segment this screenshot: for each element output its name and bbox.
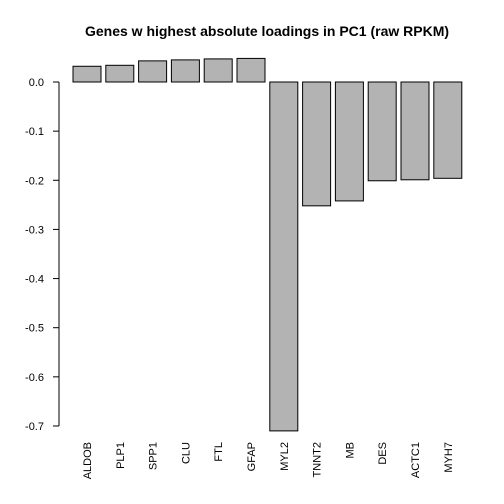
y-tick-label: -0.6 (25, 372, 44, 384)
bar-tnnt2 (302, 81, 332, 207)
y-tick-label: -0.3 (25, 224, 44, 236)
bar-myl2 (269, 81, 299, 432)
y-tick-label: -0.2 (25, 175, 44, 187)
bar-myh7 (433, 81, 463, 179)
bar-mb (334, 81, 364, 202)
x-tick-label: FTL (213, 442, 225, 462)
bars-group (72, 57, 463, 432)
x-tick-label: ALDOB (82, 442, 94, 479)
bar-des (367, 81, 397, 182)
bar-gfap (236, 57, 266, 83)
bar-plp1 (105, 64, 135, 83)
x-tick-label: TNNT2 (312, 442, 324, 477)
x-tick-label: SPP1 (148, 442, 160, 470)
y-tick-label: -0.5 (25, 323, 44, 335)
y-tick-label: -0.1 (25, 126, 44, 138)
bar-ftl (203, 58, 233, 83)
chart-title: Genes w highest absolute loadings in PC1… (85, 23, 449, 39)
y-tick-label: -0.7 (25, 421, 44, 433)
y-tick-label: -0.4 (25, 274, 44, 286)
bar-clu (170, 59, 200, 83)
x-tick-label: MYL2 (279, 442, 291, 471)
bar-aldob (72, 65, 102, 83)
bar-actc1 (400, 81, 430, 181)
x-tick-label: GFAP (246, 442, 258, 471)
y-axis: 0.0 -0.1 -0.2 -0.3 -0.4 -0.5 -0.6 -0.7 (25, 77, 60, 433)
x-tick-label: DES (377, 442, 389, 465)
x-tick-label: CLU (180, 442, 192, 464)
x-tick-label: ACTC1 (410, 442, 422, 478)
x-tick-labels: ALDOB PLP1 SPP1 CLU FTL GFAP MYL2 TNNT2 MB DES ACT… (82, 442, 455, 479)
y-tick-label: 0.0 (29, 77, 44, 89)
bar-spp1 (138, 60, 168, 83)
x-tick-label: PLP1 (115, 442, 127, 469)
x-tick-label: MB (344, 442, 356, 459)
x-tick-label: MYH7 (443, 442, 455, 473)
